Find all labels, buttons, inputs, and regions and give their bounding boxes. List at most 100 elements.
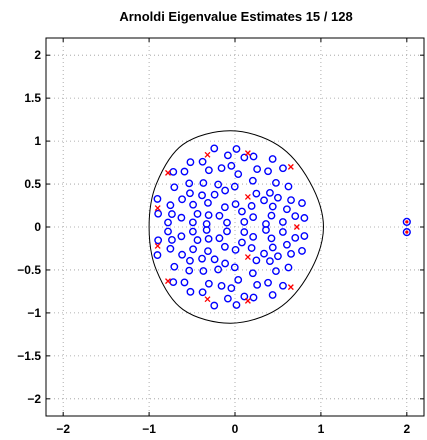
eigenvalue-point bbox=[248, 269, 257, 278]
eigenvalue-point bbox=[268, 243, 277, 252]
estimate-marker bbox=[244, 150, 251, 157]
eigenvalue-point bbox=[204, 211, 213, 220]
eigenvalue-point bbox=[186, 158, 195, 167]
eigenvalue-point bbox=[217, 281, 226, 290]
eigenvalue-point bbox=[185, 179, 194, 188]
estimate-marker bbox=[154, 205, 161, 212]
eigenvalue-point bbox=[166, 244, 175, 253]
eigenvalue-point bbox=[266, 188, 274, 197]
estimate-marker bbox=[165, 169, 171, 176]
eigenvalue-point bbox=[283, 240, 291, 249]
y-tick-label: 1 bbox=[34, 134, 41, 148]
outlier-eigenvalues bbox=[402, 217, 411, 237]
eigenvalue-point bbox=[153, 251, 162, 259]
eigenvalue-point bbox=[268, 291, 277, 299]
grid bbox=[46, 38, 424, 416]
eigenvalue-point bbox=[154, 236, 163, 245]
eigenvalue-cloud bbox=[153, 144, 309, 310]
y-tick-label: −2 bbox=[27, 392, 41, 406]
eigenvalue-point bbox=[278, 218, 287, 226]
eigenvalue-point bbox=[238, 238, 246, 247]
eigenvalue-point bbox=[231, 200, 240, 208]
eigenvalue-point bbox=[253, 165, 262, 174]
y-tick-labels: −2 −1.5 −1 −0.5 0 0.5 1 1.5 2 bbox=[17, 48, 41, 406]
eigenvalue-point bbox=[220, 203, 229, 212]
estimate-marker bbox=[244, 254, 251, 261]
eigenvalue-point bbox=[248, 176, 257, 185]
eigenvalue-point bbox=[298, 247, 306, 255]
eigenvalue-point bbox=[178, 250, 186, 259]
eigenvalue-point bbox=[291, 212, 300, 221]
y-tick-label: 1.5 bbox=[24, 91, 41, 105]
eigenvalue-point bbox=[180, 278, 189, 287]
eigenvalue-point bbox=[291, 233, 300, 242]
eigenvalue-point bbox=[287, 250, 295, 258]
eigenvalue-point bbox=[284, 182, 293, 191]
eigenvalue-point bbox=[230, 182, 239, 191]
x-tick-label: 1 bbox=[318, 422, 325, 436]
eigenvalue-point bbox=[198, 191, 206, 200]
x-tick-label: −1 bbox=[142, 422, 156, 436]
eigenvalue-point bbox=[178, 195, 186, 204]
eigenvalue-point bbox=[240, 228, 249, 236]
eigenvalue-point bbox=[274, 193, 282, 202]
estimate-marker bbox=[244, 297, 251, 304]
estimate-marker bbox=[204, 151, 211, 158]
eigenvalue-point bbox=[166, 201, 175, 210]
eigenvalue-point bbox=[300, 214, 309, 222]
eigenvalue-point bbox=[272, 267, 280, 276]
eigenvalue-point bbox=[266, 257, 274, 266]
eigenvalue-point bbox=[169, 167, 178, 176]
eigenvalue-point bbox=[267, 211, 276, 220]
eigenvalue-point bbox=[199, 267, 208, 275]
x-tick-labels: −2 −1 0 1 2 bbox=[56, 422, 410, 436]
estimate-marker bbox=[165, 278, 171, 285]
eigenvalue-point bbox=[298, 199, 306, 207]
eigenvalue-point bbox=[214, 180, 223, 189]
eigenvalue-point bbox=[217, 164, 226, 173]
estimate-marker bbox=[287, 284, 294, 291]
outlier-estimate bbox=[405, 220, 409, 224]
eigenvalue-point bbox=[185, 266, 194, 275]
eigenvalue-point bbox=[204, 198, 212, 207]
eigenvalue-point bbox=[223, 218, 231, 227]
eigenvalue-point bbox=[169, 278, 178, 287]
eigenvalue-point bbox=[284, 263, 293, 272]
eigenvalue-point bbox=[249, 232, 258, 241]
x-tick-label: 0 bbox=[232, 422, 239, 436]
eigenvalue-point bbox=[234, 275, 243, 284]
eigenvalue-point bbox=[232, 145, 241, 153]
eigenvalue-point bbox=[223, 151, 232, 160]
eigenvalue-point bbox=[188, 218, 197, 227]
eigenvalue-point bbox=[253, 280, 262, 289]
eigenvalue-point bbox=[186, 189, 194, 198]
eigenvalue-point bbox=[198, 254, 206, 263]
eigenvalue-point bbox=[180, 167, 189, 176]
eigenvalue-point bbox=[223, 294, 232, 303]
eigenvalue-point bbox=[198, 288, 207, 297]
eigenvalue-point bbox=[204, 247, 212, 256]
eigenvalue-point bbox=[164, 218, 172, 227]
eigenvalue-point bbox=[240, 292, 249, 301]
eigenvalue-point bbox=[210, 301, 219, 310]
eigenvalue-point bbox=[210, 144, 219, 153]
eigenvalue-point bbox=[262, 226, 270, 234]
estimate-marker bbox=[154, 242, 161, 249]
y-tick-label: −1 bbox=[27, 306, 41, 320]
y-tick-label: 0.5 bbox=[24, 177, 41, 191]
eigenvalue-point bbox=[274, 252, 282, 261]
eigenvalue-point bbox=[214, 265, 223, 274]
eigenvalue-point bbox=[189, 200, 197, 209]
eigenvalue-point bbox=[186, 256, 194, 265]
x-tick-label: −2 bbox=[56, 422, 70, 436]
eigenvalue-point bbox=[168, 210, 176, 218]
eigenvalue-point bbox=[231, 246, 240, 254]
eigenvalue-point bbox=[234, 170, 243, 179]
chart-title: Arnoldi Eigenvalue Estimates 15 / 128 bbox=[119, 9, 352, 24]
eigenvalue-point bbox=[287, 196, 295, 204]
eigenvalue-point bbox=[154, 209, 163, 218]
eigenvalue-point bbox=[240, 218, 249, 226]
eigenvalue-point bbox=[153, 195, 162, 203]
eigenvalue-point bbox=[198, 157, 207, 166]
